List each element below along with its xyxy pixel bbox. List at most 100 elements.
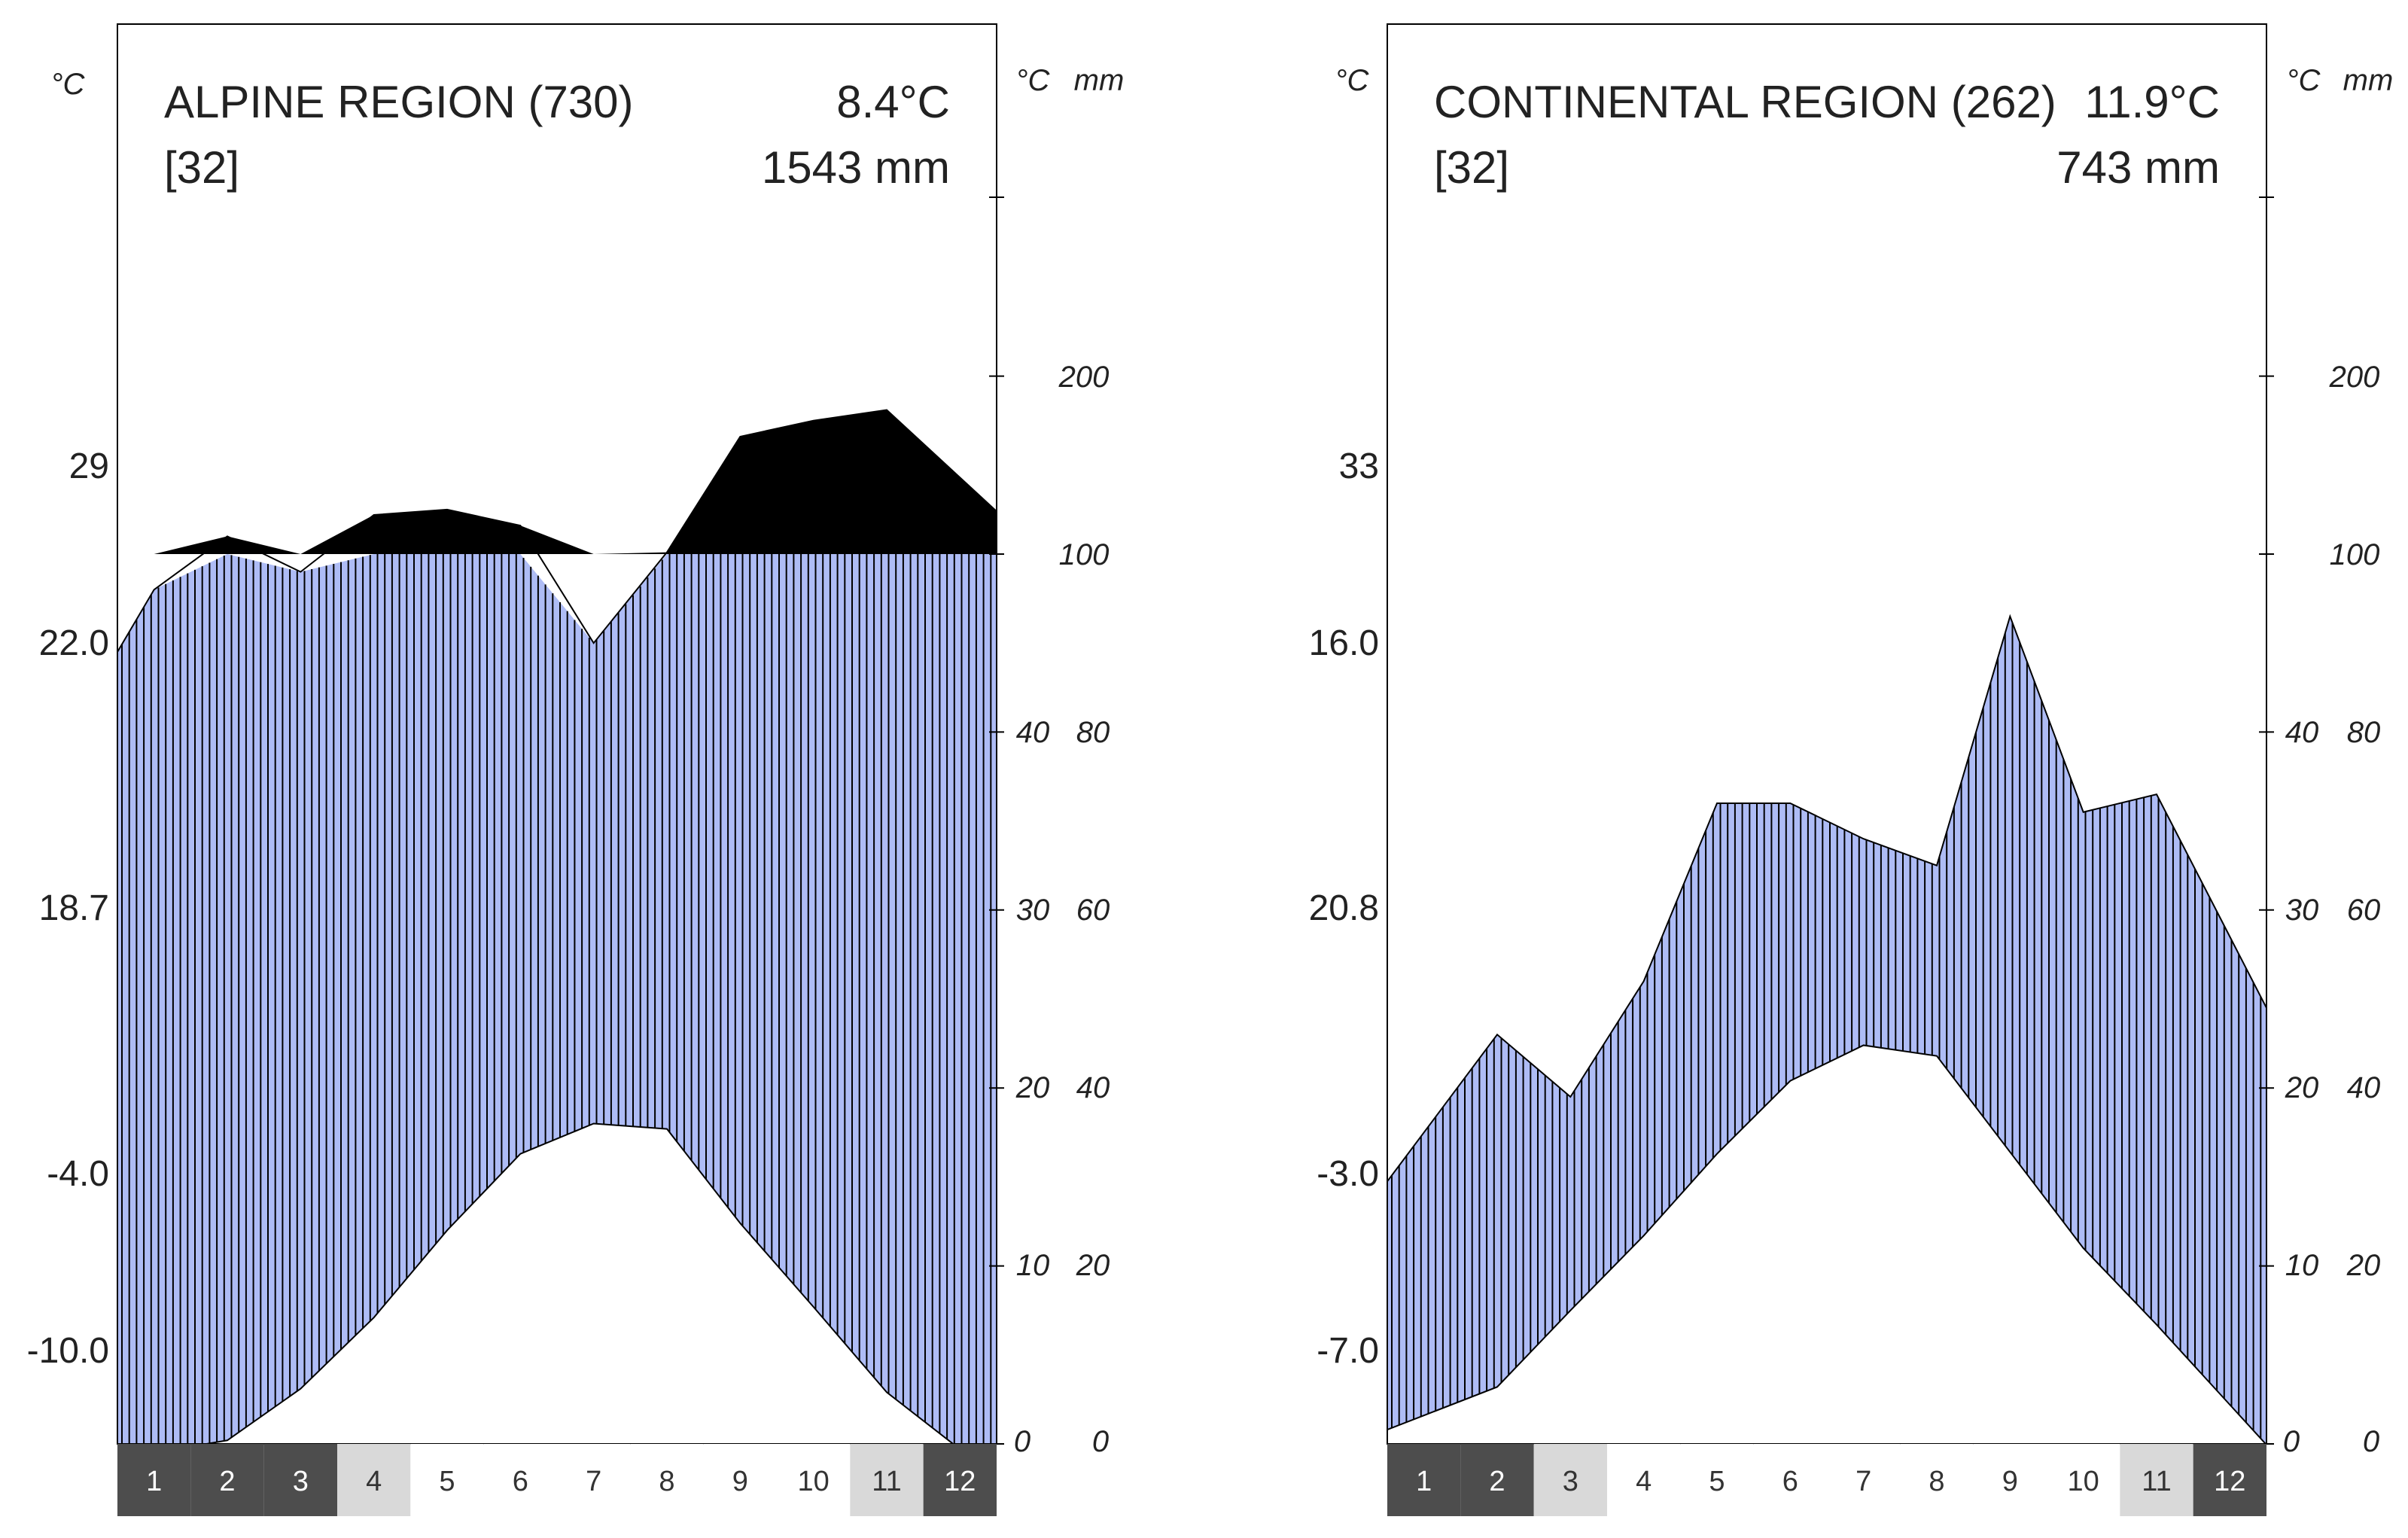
month-cell: 3: [1533, 1444, 1607, 1516]
left-unit-label: °C: [1335, 64, 1370, 97]
month-cell: 12: [2193, 1444, 2266, 1516]
right-precip-unit-label: mm: [1074, 64, 1125, 97]
month-box: [777, 1444, 851, 1516]
month-cell: 5: [410, 1444, 484, 1516]
left-label: 18.7: [39, 888, 109, 928]
precip-tick-label: 200: [1058, 361, 1110, 394]
left-label: -4.0: [47, 1154, 109, 1194]
month-label: 11: [2142, 1466, 2171, 1497]
month-label: 8: [1929, 1466, 1944, 1497]
month-cell: 2: [190, 1444, 264, 1516]
month-cell: 9: [1973, 1444, 2047, 1516]
month-cell: 11: [2120, 1444, 2193, 1516]
humid-hatching: [121, 554, 992, 1444]
left-label: -7.0: [1317, 1331, 1379, 1371]
temperature-curve: [202, 1122, 954, 1444]
left-label: 33: [1339, 446, 1379, 486]
precip-tick-label: 20: [2346, 1249, 2381, 1282]
station-count: [32]: [164, 142, 239, 193]
month-cell: 6: [483, 1444, 557, 1516]
month-label: 1: [146, 1466, 162, 1497]
precip-tick-label: 60: [2347, 894, 2381, 927]
temp-tick-label: 30: [2285, 894, 2319, 927]
month-box: [2193, 1444, 2266, 1516]
month-cell: 2: [1460, 1444, 1534, 1516]
month-label: 4: [366, 1466, 382, 1497]
temp-tick-label: 20: [2285, 1071, 2319, 1104]
precip-tick-label: 80: [2347, 716, 2381, 749]
month-box: [1460, 1444, 1534, 1516]
month-label: 9: [732, 1466, 748, 1497]
month-cell: 4: [337, 1444, 411, 1516]
plot-area: [1387, 614, 2266, 1444]
annual-precipitation: 743 mm: [2056, 142, 2220, 193]
month-cell: 1: [1387, 1444, 1461, 1516]
month-cell: 8: [1900, 1444, 1974, 1516]
month-box: [337, 1444, 411, 1516]
continental-region-diagram: CONTINENTAL REGION (262) [32] 11.9°C 743…: [1309, 23, 2394, 1516]
precip-tick-label: 100: [1059, 538, 1110, 571]
month-box: [1827, 1444, 1901, 1516]
precip-tick-label: 40: [2347, 1071, 2381, 1104]
precipitation-curve: [1387, 614, 2266, 1182]
month-box: [2120, 1444, 2193, 1516]
month-label: 6: [1782, 1466, 1798, 1497]
month-label: 11: [872, 1466, 901, 1497]
precipitation-curve: [117, 409, 997, 653]
temp-tick-label: 0: [1014, 1425, 1030, 1458]
month-box: [1680, 1444, 1754, 1516]
month-box: [1387, 1444, 1461, 1516]
precip-tick-label: 20: [1076, 1249, 1110, 1282]
perhumid-area: [117, 410, 997, 554]
month-cell: 5: [1680, 1444, 1754, 1516]
station-count: [32]: [1434, 142, 1509, 193]
month-box: [703, 1444, 777, 1516]
month-box: [923, 1444, 997, 1516]
temp-tick-label: 30: [1016, 894, 1050, 927]
right-temp-unit-label: °C: [1016, 64, 1051, 97]
month-box: [410, 1444, 484, 1516]
precip-tick-label: 80: [1076, 716, 1110, 749]
month-cell: 4: [1607, 1444, 1681, 1516]
month-label: 10: [798, 1466, 830, 1497]
month-box: [1607, 1444, 1681, 1516]
left-label: -10.0: [27, 1331, 109, 1371]
right-precip-unit-label: mm: [2343, 64, 2394, 97]
month-label: 7: [1855, 1466, 1871, 1497]
chart-title: ALPINE REGION (730): [164, 77, 634, 127]
humid-area: [1387, 616, 2266, 1444]
temp-tick-label: 40: [2285, 716, 2319, 749]
left-label: -3.0: [1317, 1154, 1379, 1194]
precip-tick-label: 0: [2363, 1425, 2379, 1458]
alpine-region-diagram: ALPINE REGION (730) [32] 8.4°C 1543 mm °…: [27, 23, 1125, 1516]
precip-tick-label: 0: [1092, 1425, 1109, 1458]
month-label: 12: [944, 1466, 976, 1497]
month-cell: 9: [703, 1444, 777, 1516]
month-box: [557, 1444, 631, 1516]
month-box: [1533, 1444, 1607, 1516]
humid-hatching: [1391, 623, 2262, 1439]
left-label: 16.0: [1309, 623, 1379, 663]
month-cell: 7: [557, 1444, 631, 1516]
temp-tick-label: 10: [1016, 1249, 1050, 1282]
month-label: 10: [2068, 1466, 2099, 1497]
month-label: 3: [1563, 1466, 1578, 1497]
month-cell: 1: [117, 1444, 191, 1516]
precip-tick-label: 200: [2329, 361, 2380, 394]
month-label: 12: [2214, 1466, 2245, 1497]
humid-area: [117, 554, 997, 1444]
chart-title: CONTINENTAL REGION (262): [1434, 77, 2056, 127]
month-label: 5: [1709, 1466, 1725, 1497]
month-cell: 7: [1827, 1444, 1901, 1516]
month-box: [117, 1444, 191, 1516]
temperature-curve: [1387, 1044, 2266, 1444]
annual-temperature: 11.9°C: [2084, 77, 2220, 127]
temp-tick-label: 0: [2283, 1425, 2300, 1458]
month-cell: 11: [850, 1444, 924, 1516]
temp-tick-label: 20: [1015, 1071, 1050, 1104]
right-temp-unit-label: °C: [2287, 64, 2321, 97]
month-box: [1973, 1444, 2047, 1516]
left-unit-label: °C: [51, 68, 86, 101]
month-cell: 3: [263, 1444, 337, 1516]
